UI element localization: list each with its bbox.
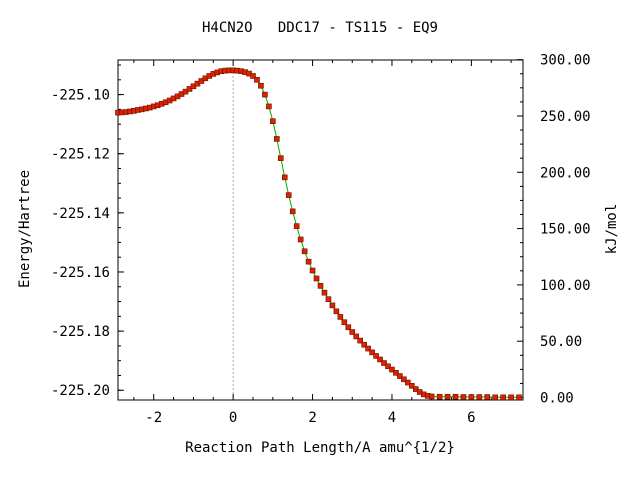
data-point-marker: [317, 283, 324, 289]
data-point-marker: [385, 363, 391, 370]
data-point-marker: [516, 394, 522, 401]
y-tick-label: -225.16: [51, 265, 110, 281]
data-point-marker: [460, 394, 467, 400]
data-point-marker: [309, 267, 316, 274]
y-axis-label: Energy/Hartree: [17, 170, 33, 288]
data-point-marker: [476, 394, 483, 400]
data-point-marker: [492, 394, 499, 401]
data-point-marker: [305, 258, 312, 265]
data-point-marker: [325, 296, 332, 302]
data-point-marker: [281, 174, 288, 181]
data-point-marker: [389, 366, 395, 373]
data-point-marker: [274, 136, 280, 142]
data-point-marker: [444, 393, 451, 400]
data-point-marker: [258, 82, 264, 89]
y2-tick-label: 50.00: [540, 334, 582, 350]
data-point-marker: [412, 386, 419, 392]
data-point-marker: [262, 91, 268, 98]
data-point-marker: [508, 394, 514, 401]
data-point-marker: [468, 394, 475, 400]
data-point-marker: [369, 349, 375, 356]
data-point-marker: [500, 394, 506, 401]
data-point-marker: [250, 73, 256, 79]
y-tick-label: -225.14: [51, 206, 110, 222]
y2-tick-label: 200.00: [540, 165, 591, 181]
data-point-marker: [428, 393, 435, 400]
data-point-marker: [393, 369, 399, 376]
y2-axis-ticks: 300.00 250.00 200.00 150.00 100.00 50.00 0.00: [517, 53, 591, 407]
data-point-marker: [329, 302, 336, 309]
x-tick-label: 4: [388, 410, 396, 426]
data-point-marker: [373, 353, 379, 359]
data-point-marker: [381, 360, 387, 366]
y2-tick-label: 0.00: [540, 391, 574, 407]
y2-tick-label: 250.00: [540, 109, 591, 125]
energy-curve-line: [117, 69, 519, 398]
data-point-marker: [409, 383, 415, 389]
y-tick-label: -225.10: [51, 88, 110, 104]
data-point-marker: [349, 329, 356, 335]
y-tick-label: -225.20: [51, 383, 110, 399]
data-point-marker: [397, 373, 403, 379]
data-point-marker: [277, 155, 284, 161]
x-axis-ticks: -2 0 2 4 6: [133, 60, 512, 426]
x-tick-label: -2: [145, 410, 162, 426]
data-point-marker: [377, 356, 383, 363]
data-point-marker: [405, 379, 411, 386]
data-point-marker: [301, 248, 308, 255]
chart-title: H4CN2O DDC17 - TS115 - EQ9: [202, 20, 438, 36]
data-point-marker: [313, 275, 320, 282]
data-point-marker: [321, 289, 328, 296]
data-point-marker: [289, 208, 296, 215]
data-point-marker: [266, 103, 272, 110]
x-tick-label: 2: [308, 410, 316, 426]
y-tick-label: -225.18: [51, 324, 110, 340]
data-point-marker: [337, 314, 344, 320]
x-tick-label: 6: [467, 410, 475, 426]
data-point-marker: [353, 333, 360, 340]
data-point-marker: [341, 319, 348, 326]
energy-curve-markers: [115, 67, 522, 401]
x-axis-label: Reaction Path Length/A amu^{1/2}: [185, 440, 455, 456]
data-point-marker: [254, 77, 260, 83]
data-point-marker: [401, 376, 407, 383]
data-point-marker: [333, 308, 340, 315]
y2-axis-label: kJ/mol: [604, 204, 620, 255]
data-point-marker: [293, 223, 300, 229]
data-point-marker: [270, 118, 276, 124]
data-point-marker: [452, 393, 459, 400]
y-tick-label: -225.12: [51, 147, 110, 163]
y2-tick-label: 100.00: [540, 278, 591, 294]
data-point-marker: [297, 236, 304, 243]
data-point-marker: [365, 345, 371, 352]
y-axis-ticks: -225.10 -225.12 -225.14 -225.16 -225.18 -225.…: [51, 64, 124, 399]
y2-tick-label: 150.00: [540, 222, 591, 238]
data-point-marker: [436, 393, 443, 400]
data-point-marker: [361, 341, 367, 348]
x-tick-label: 0: [229, 410, 237, 426]
data-point-marker: [357, 337, 364, 344]
data-point-marker: [484, 394, 491, 400]
data-point-marker: [285, 192, 292, 198]
plot-area-frame: [117, 59, 524, 401]
data-point-marker: [345, 324, 352, 331]
y2-tick-label: 300.00: [540, 53, 591, 69]
